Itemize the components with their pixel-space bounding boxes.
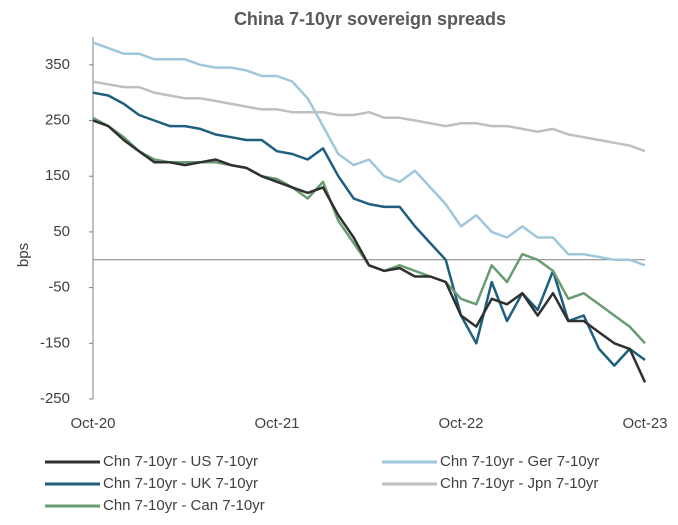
y-tick-label: 350 bbox=[45, 56, 70, 73]
series-line bbox=[92, 119, 647, 383]
x-tick-label: Oct-23 bbox=[622, 415, 667, 432]
y-axis-label: bps bbox=[15, 243, 32, 267]
x-tick-label: Oct-22 bbox=[438, 415, 483, 432]
series-line bbox=[92, 41, 646, 267]
y-tick-label: -250 bbox=[40, 390, 70, 407]
legend-label: Chn 7-10yr - Jpn 7-10yr bbox=[440, 475, 598, 492]
chart-title: China 7-10yr sovereign spreads bbox=[234, 9, 506, 29]
y-tick-label: -150 bbox=[40, 334, 70, 351]
legend-label: Chn 7-10yr - US 7-10yr bbox=[103, 453, 258, 470]
series-line bbox=[92, 80, 646, 153]
x-tick-label: Oct-20 bbox=[70, 415, 115, 432]
y-tick-label: 50 bbox=[53, 223, 70, 240]
legend-label: Chn 7-10yr - Ger 7-10yr bbox=[440, 453, 599, 470]
y-tick-label: 150 bbox=[45, 167, 70, 184]
y-tick-label: 250 bbox=[45, 112, 70, 129]
y-tick-label: -50 bbox=[48, 279, 70, 296]
series-line bbox=[92, 91, 646, 367]
legend-label: Chn 7-10yr - UK 7-10yr bbox=[103, 475, 258, 492]
legend-label: Chn 7-10yr - Can 7-10yr bbox=[103, 497, 265, 514]
x-tick-label: Oct-21 bbox=[254, 415, 299, 432]
